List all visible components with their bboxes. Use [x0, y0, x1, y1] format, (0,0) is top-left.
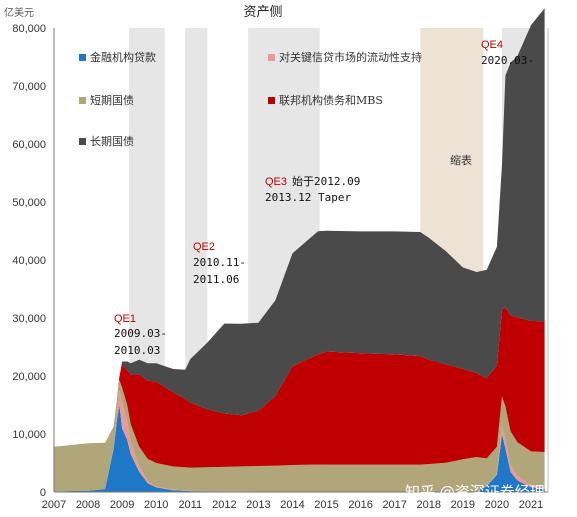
- x-tick-label: 2011: [178, 499, 202, 511]
- x-tick-label: 2012: [212, 499, 236, 511]
- chart-title: 资产侧: [243, 5, 282, 20]
- x-tick-label: 2014: [280, 499, 304, 511]
- series-area-3: [54, 380, 545, 492]
- y-tick-label: 40,000: [12, 255, 46, 267]
- legend-label: 长期国债: [90, 134, 134, 148]
- qe3-start-text: 始于2012.09: [292, 174, 360, 188]
- legend-label: 联邦机构债务和MBS: [279, 93, 383, 107]
- legend-swatch: [268, 54, 275, 61]
- x-tick-label: 2017: [382, 499, 406, 511]
- x-tick-label: 2016: [348, 499, 372, 511]
- stacked-area-series: [54, 8, 545, 492]
- qe1-dates-end: 2010.03: [114, 344, 160, 357]
- qe3-label: QE3: [265, 176, 287, 188]
- x-tick-labels: 2007 2008 2009 2010 2011 2012 2013 2014 2015 2016…: [42, 499, 543, 511]
- qe3-taper-text: 2013.12 Taper: [265, 191, 351, 204]
- qe1-dates-start: 2009.03-: [114, 327, 167, 340]
- x-tick-label: 2021: [519, 499, 543, 511]
- y-tick-label: 10,000: [12, 429, 46, 441]
- x-tick-label: 2008: [76, 499, 100, 511]
- y-tick-label: 70,000: [12, 81, 46, 93]
- legend-swatch: [79, 138, 86, 145]
- x-tick-label: 2020: [485, 499, 509, 511]
- qe2-label: QE2: [193, 241, 215, 253]
- x-tick-label: 2009: [110, 499, 134, 511]
- y-tick-label: 60,000: [12, 139, 46, 151]
- x-tick-label: 2013: [246, 499, 270, 511]
- x-tick-label: 2019: [451, 499, 475, 511]
- x-tick-label: 2018: [417, 499, 441, 511]
- qe4-dates: 2020.03-: [481, 54, 534, 67]
- legend-swatch: [79, 97, 86, 104]
- legend-swatch: [268, 97, 275, 104]
- qe2-dates-start: 2010.11-: [193, 256, 246, 269]
- series-area-4: [54, 307, 545, 468]
- series-area-5: [54, 8, 545, 447]
- y-tick-label: 50,000: [12, 197, 46, 209]
- y-tick-label: 20,000: [12, 371, 46, 383]
- y-tick-label: 30,000: [12, 313, 46, 325]
- watermark: 知乎 @资深证券经理: [405, 483, 545, 501]
- x-tick-label: 2010: [144, 499, 168, 511]
- x-tick-label: 2007: [42, 499, 66, 511]
- y-axis-unit: 亿美元: [4, 6, 34, 19]
- legend-swatch: [79, 54, 86, 61]
- legend-label: 短期国债: [90, 93, 134, 107]
- legend-label: 对关键信贷市场的流动性支持: [279, 50, 422, 64]
- qe4-label: QE4: [481, 39, 503, 51]
- y-tick-label: 0: [40, 487, 46, 499]
- y-tick-label: 80,000: [12, 23, 46, 35]
- series-area-1: [54, 405, 545, 492]
- x-tick-label: 2015: [314, 499, 338, 511]
- legend-label: 金融机构贷款: [90, 50, 156, 64]
- qe1-label: QE1: [114, 313, 136, 325]
- balance-sheet-reduction-label: 缩表: [450, 153, 472, 167]
- y-tick-labels: 0 10,000 20,000 30,000 40,000 50,000 60,000 70,…: [12, 23, 46, 499]
- qe2-dates-end: 2011.06: [193, 273, 239, 286]
